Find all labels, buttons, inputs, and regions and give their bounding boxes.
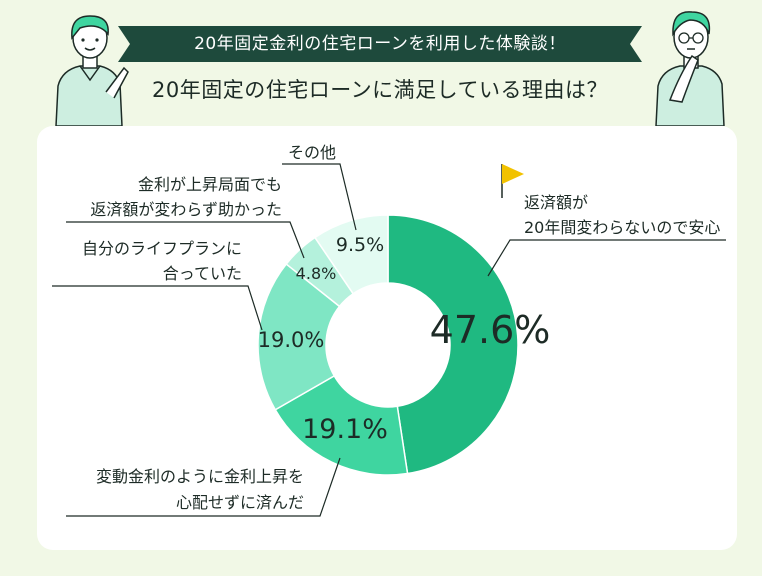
value-label-1: 19.1% <box>302 414 388 445</box>
woman-illustration <box>55 15 129 126</box>
header-banner <box>118 26 642 62</box>
chart-card <box>37 126 737 550</box>
category-label-3-line-1: 金利が上昇局面でも <box>138 175 282 194</box>
value-label-0: 47.6% <box>430 308 551 352</box>
leader-line-2 <box>52 285 263 331</box>
donut-slice-0 <box>387 214 519 475</box>
category-label-4: その他 <box>288 143 336 162</box>
category-label-2-line-2: 合っていた <box>163 264 242 283</box>
value-label-4: 9.5% <box>336 234 384 256</box>
category-label-1-line-1: 変動金利のように金利上昇を <box>96 467 304 486</box>
donut-slice-1 <box>274 374 409 476</box>
man-illustration <box>655 11 725 126</box>
leader-line-0 <box>487 239 726 277</box>
value-label-2: 19.0% <box>258 328 325 352</box>
flag-icon <box>501 164 524 198</box>
category-label-2-line-1: 自分のライフプランに <box>82 239 242 258</box>
category-label-0-line-2: 20年間変わらないので安心 <box>524 218 720 237</box>
value-label-3: 4.8% <box>296 264 337 283</box>
category-label-0-line-1: 返済額が <box>524 193 588 212</box>
banner-text: 20年固定金利の住宅ローンを利用した体験談！ <box>194 34 566 54</box>
leader-line-1 <box>66 457 341 517</box>
donut-slice-2 <box>257 262 341 411</box>
category-label-3-line-2: 返済額が変わらず助かった <box>90 200 282 219</box>
leader-line-3 <box>66 221 305 259</box>
category-label-1-line-2: 心配せずに済んだ <box>176 493 304 512</box>
leader-line-4 <box>282 163 357 231</box>
donut-slice-4 <box>313 214 389 295</box>
page-title: 20年固定の住宅ローンに満足している理由は？ <box>151 78 609 102</box>
